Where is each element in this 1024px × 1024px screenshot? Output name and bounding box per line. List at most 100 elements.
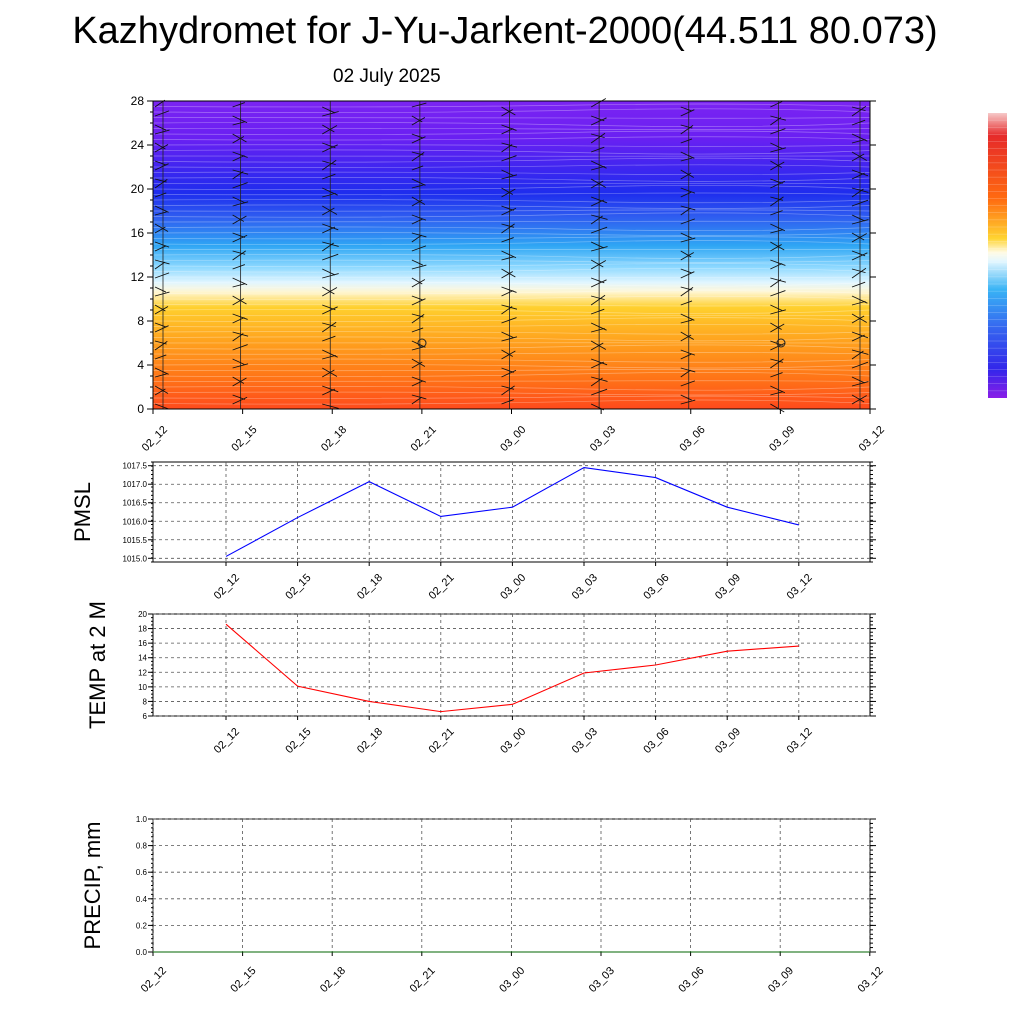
contour-line (152, 364, 871, 369)
calm-wind-marker (776, 338, 786, 348)
wind-barb (411, 396, 422, 405)
wind-barb (154, 241, 170, 248)
wind-barb (154, 341, 168, 351)
wind-barb (154, 388, 166, 396)
wind-barb (411, 376, 427, 383)
wind-barb (411, 277, 423, 285)
wind-barb (232, 121, 246, 126)
wind-barb (590, 226, 608, 234)
wind-barb (770, 196, 784, 201)
field-x-tick-label: 03_00 (498, 424, 528, 454)
wind-barb (501, 223, 515, 234)
wind-barb (851, 232, 865, 241)
pmsl-frame (152, 461, 871, 563)
wind-barb (154, 306, 169, 315)
contour-line (152, 287, 871, 290)
wind-barb (501, 349, 513, 357)
temp-y-tick-label: 10 (138, 683, 147, 692)
wind-barb (154, 205, 169, 213)
wind-barb (851, 300, 866, 306)
wind-barb (590, 259, 604, 268)
contour-line (152, 352, 871, 355)
wind-barb (322, 173, 336, 180)
wind-barb (770, 403, 785, 413)
wind-barb (590, 196, 608, 204)
wind-barb (154, 110, 170, 117)
wind-barb-column (154, 99, 170, 410)
wind-barb (680, 319, 693, 324)
wind-barb (680, 191, 692, 198)
wind-barb (501, 399, 514, 405)
wind-barb (680, 367, 696, 373)
wind-barb (770, 241, 785, 251)
wind-barb (232, 396, 248, 405)
precip-y-label: PRECIP, mm (80, 822, 105, 950)
temp-y-tick-label: 8 (143, 697, 148, 706)
wind-barb (322, 354, 336, 360)
wind-barb (590, 388, 608, 396)
field-x-tick-label: 02_18 (319, 424, 349, 454)
wind-barb (322, 124, 335, 133)
wind-barb (154, 192, 167, 198)
wind-barb (851, 395, 867, 405)
temp-x-tick-label: 02_21 (427, 726, 457, 756)
temp-frame (152, 613, 871, 717)
contour-line (152, 267, 871, 273)
wind-barb (411, 165, 424, 171)
wind-barb (411, 394, 427, 400)
wind-barb (232, 201, 249, 207)
precip-x-tick-label: 02_15 (228, 965, 258, 995)
wind-barb (154, 179, 168, 189)
wind-barb (680, 109, 695, 117)
wind-barb (322, 241, 339, 247)
wind-barb (154, 304, 166, 312)
precip-x-tick-label: 03_00 (497, 965, 527, 995)
contour-line (152, 185, 871, 191)
wind-barb (322, 403, 339, 409)
temp-x-tick-label: 02_18 (355, 726, 385, 756)
wind-barb (770, 147, 786, 153)
wind-barb (501, 367, 514, 373)
wind-barb (680, 205, 696, 211)
wind-barb (501, 169, 514, 176)
precip-x-tick-label: 02_21 (408, 965, 438, 995)
contour-line (152, 372, 871, 378)
wind-barb (591, 133, 605, 139)
contour-line (152, 399, 871, 405)
wind-barb (232, 295, 247, 305)
wind-barb (411, 245, 427, 252)
wind-barb (851, 214, 865, 222)
wind-barb (501, 304, 518, 310)
wind-barb (322, 192, 336, 198)
wind-barb (770, 180, 786, 189)
field-y-tick-label: 12 (131, 270, 145, 284)
wind-barb (770, 340, 783, 346)
contour-line (152, 226, 871, 232)
wind-barb (501, 128, 514, 135)
contour-line (152, 232, 871, 236)
pmsl-y-label: PMSL (70, 482, 95, 542)
contour-line (152, 171, 871, 176)
wind-barb (680, 250, 692, 258)
field-y-tick-label: 20 (131, 182, 145, 196)
pmsl-y-tick-label: 1015.0 (123, 554, 148, 563)
wind-barb (501, 109, 513, 117)
contour-line (152, 199, 871, 204)
wind-barb (770, 358, 784, 369)
contour-line (152, 149, 871, 155)
pmsl-x-tick-label: 02_21 (427, 572, 457, 602)
contour-line (152, 395, 871, 399)
temp-x-tick-label: 03_12 (785, 726, 815, 756)
wind-barb (154, 144, 169, 153)
pmsl-x-tick-label: 02_18 (355, 572, 385, 602)
precip-y-tick-label: 0.4 (136, 895, 148, 904)
wind-barb (411, 178, 426, 186)
wind-barb (851, 331, 869, 339)
wind-barb (680, 172, 692, 180)
wind-barb (411, 199, 423, 207)
wind-barb (154, 272, 170, 279)
wind-barb (501, 306, 513, 315)
wind-barb (232, 333, 244, 342)
wind-barb (322, 160, 336, 166)
wind-barb (680, 232, 692, 239)
